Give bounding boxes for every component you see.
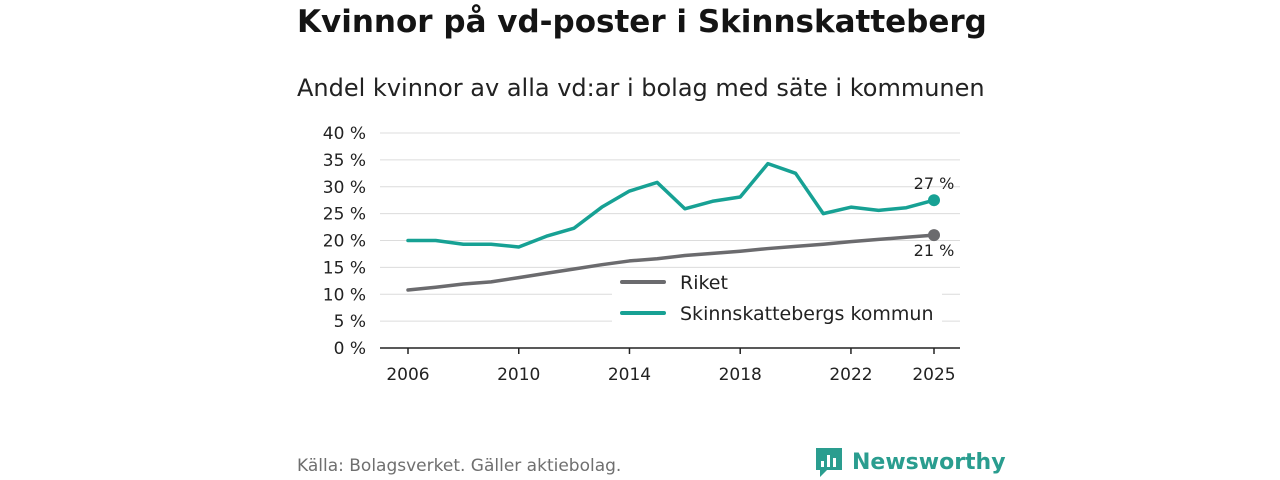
y-tick-label: 0 %	[334, 339, 366, 359]
chart-title: Kvinnor på vd-poster i Skinnskatteberg	[297, 4, 987, 40]
newsworthy-logo-icon	[816, 448, 842, 477]
y-tick-label: 25 %	[323, 205, 366, 225]
x-tick-label: 2014	[608, 365, 651, 385]
y-tick-label: 15 %	[323, 258, 366, 278]
legend-label: Riket	[680, 272, 728, 294]
x-tick-label: 2018	[719, 365, 762, 385]
y-tick-label: 5 %	[334, 312, 366, 332]
x-tick-label: 2006	[386, 365, 429, 385]
legend-background	[612, 268, 942, 328]
x-tick-label: 2025	[912, 365, 955, 385]
x-axis: 2006 2010 2014 2018 2022 2025	[380, 347, 960, 385]
chart-subtitle: Andel kvinnor av alla vd:ar i bolag med …	[297, 74, 985, 102]
series-line-skinnskatteberg	[406, 161, 936, 249]
series-end-marker	[928, 229, 940, 242]
y-tick-label: 30 %	[323, 178, 366, 198]
y-tick-label: 40 %	[323, 124, 366, 144]
series-end-marker	[928, 194, 940, 207]
y-tick-label: 35 %	[323, 151, 366, 171]
y-tick-label: 10 %	[323, 285, 366, 305]
x-tick-label: 2022	[829, 365, 872, 385]
y-axis: 0 % 5 % 10 % 15 % 20 % 25 % 30 % 35 % 40 %	[323, 124, 366, 359]
newsworthy-logo: Newsworthy	[814, 446, 1006, 478]
data-lines: 21 % 27 %	[406, 161, 955, 292]
source-note: Källa: Bolagsverket. Gäller aktiebolag.	[297, 456, 622, 476]
y-tick-label: 20 %	[323, 232, 366, 252]
series-end-label: 27 %	[914, 174, 955, 193]
x-tick-label: 2010	[497, 365, 540, 385]
legend-label: Skinnskattebergs kommun	[680, 303, 934, 325]
legend: Riket Skinnskattebergs kommun	[612, 268, 942, 328]
brand-name: Newsworthy	[852, 449, 1006, 475]
series-line-riket	[406, 233, 936, 292]
series-end-label: 21 %	[914, 241, 955, 260]
